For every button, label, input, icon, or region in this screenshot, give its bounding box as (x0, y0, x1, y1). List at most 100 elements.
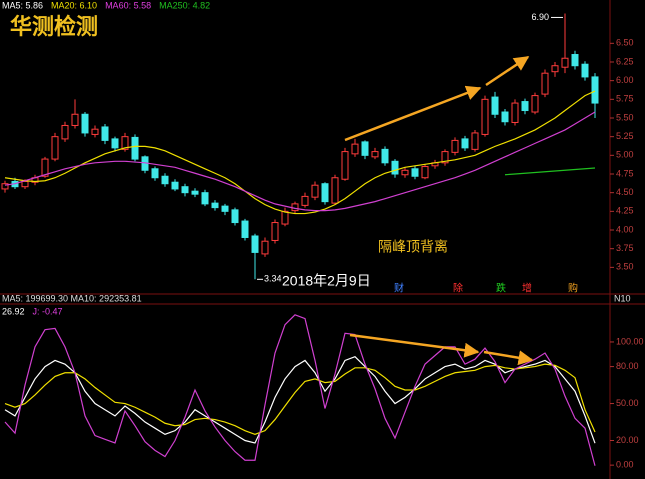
candle-body (251, 235, 259, 253)
ma-line (4, 314, 596, 466)
y-tick-label: 100.00 (616, 336, 644, 346)
candle-body (511, 102, 519, 123)
event-marker: 增 (522, 282, 532, 295)
legend-item: MA5: 5.86 (2, 0, 43, 10)
candle-body (471, 132, 479, 150)
panel-tag: N10 (614, 293, 631, 303)
y-tick-label: 5.00 (616, 150, 634, 160)
candle-body (571, 54, 579, 67)
y-tick-label: 6.00 (616, 75, 634, 85)
candle-body (151, 168, 159, 179)
legend-item: MA60: 5.58 (105, 0, 151, 10)
candle-body (461, 138, 469, 149)
candle-body (41, 158, 49, 177)
arrow (349, 333, 480, 358)
candle-body (291, 203, 299, 212)
ma-line (4, 111, 596, 212)
y-tick-label: 5.25 (616, 131, 634, 141)
candle-body (451, 139, 459, 153)
candle-body (371, 151, 379, 158)
y-tick-label: 6.25 (616, 56, 634, 66)
candle-body (1, 183, 9, 190)
candle-body (421, 166, 429, 179)
candle-body (591, 76, 599, 104)
legend-item: MA250: 4.82 (159, 0, 210, 10)
candle-body (281, 210, 289, 225)
price-panel: 3.50 3.75 4.00 4.25 4.50 4.75 5.00 5.25 5.50 5.75… (1, 0, 634, 284)
chart-title: 华测检测 (10, 14, 98, 39)
candle-body (111, 138, 119, 149)
candle-body (121, 136, 129, 150)
candle-body (411, 168, 419, 177)
y-tick-label: 4.25 (616, 206, 634, 216)
candle-body (551, 65, 559, 73)
y-tick-label: 4.75 (616, 168, 634, 178)
kdj-panel: 0.00 20.00 50.00 80.00 100.00 26.92 J: -0.47 (2, 306, 644, 469)
candle-body (91, 128, 99, 135)
candle-body (491, 96, 499, 115)
candle-body (61, 124, 69, 140)
candle-body (331, 177, 339, 204)
candle-body (391, 160, 399, 175)
candle-body (301, 195, 309, 206)
low-label: 3.34 (264, 274, 282, 284)
candle-body (271, 222, 279, 241)
y-tick-label: 20.00 (616, 435, 639, 445)
candle-body (241, 220, 249, 238)
candle-body (531, 95, 539, 113)
y-tick-label: 80.00 (616, 361, 639, 371)
ma-line (4, 90, 596, 215)
annotation: 2018年2月9日 (282, 273, 371, 289)
y-tick-label: 4.50 (616, 187, 634, 197)
candle-body (131, 136, 139, 160)
candle-body (341, 151, 349, 180)
candle-body (401, 169, 409, 176)
candle-body (211, 202, 219, 209)
candle-body (361, 141, 369, 156)
arrow (485, 55, 530, 87)
candle-body (181, 186, 189, 194)
arrow (344, 85, 482, 142)
y-tick-label: 3.50 (616, 262, 634, 272)
candle-body (71, 113, 79, 126)
candle-body (481, 98, 489, 135)
candle-body (101, 126, 109, 141)
y-tick-label: 50.00 (616, 398, 639, 408)
candle-body (561, 57, 569, 68)
event-marker: 跌 (496, 282, 506, 295)
candle-body (541, 72, 549, 95)
event-marker: 购 (568, 282, 578, 295)
volume-legend: MA5: 199699.30 MA10: 292353.81 (2, 293, 142, 303)
candle-body (351, 143, 359, 155)
candle-body (81, 113, 89, 134)
candle-body (51, 136, 59, 160)
candle-body (221, 205, 229, 212)
arrow (483, 350, 534, 366)
y-tick-label: 3.75 (616, 243, 634, 253)
event-marker: 除 (453, 282, 463, 295)
y-tick-label: 6.50 (616, 38, 634, 48)
candle-body (161, 175, 169, 185)
candle-body (501, 111, 509, 123)
candle-body (321, 183, 329, 203)
candle-body (231, 209, 239, 224)
candle-body (521, 101, 529, 112)
candle-body (21, 180, 29, 188)
candle-body (581, 63, 589, 78)
candle-body (191, 190, 199, 195)
candle-body (311, 184, 319, 198)
legend-item: J: -0.47 (33, 306, 63, 316)
high-label: 6.90 (531, 12, 549, 22)
candle-body (441, 151, 449, 164)
legend-item: 26.92 (2, 306, 25, 316)
candle-body (171, 181, 179, 190)
y-tick-label: 5.75 (616, 94, 634, 104)
candle-body (261, 240, 269, 255)
y-tick-label: 0.00 (616, 460, 634, 470)
ma-line (504, 167, 596, 176)
candle-body (201, 192, 209, 205)
candle-body (381, 148, 389, 164)
